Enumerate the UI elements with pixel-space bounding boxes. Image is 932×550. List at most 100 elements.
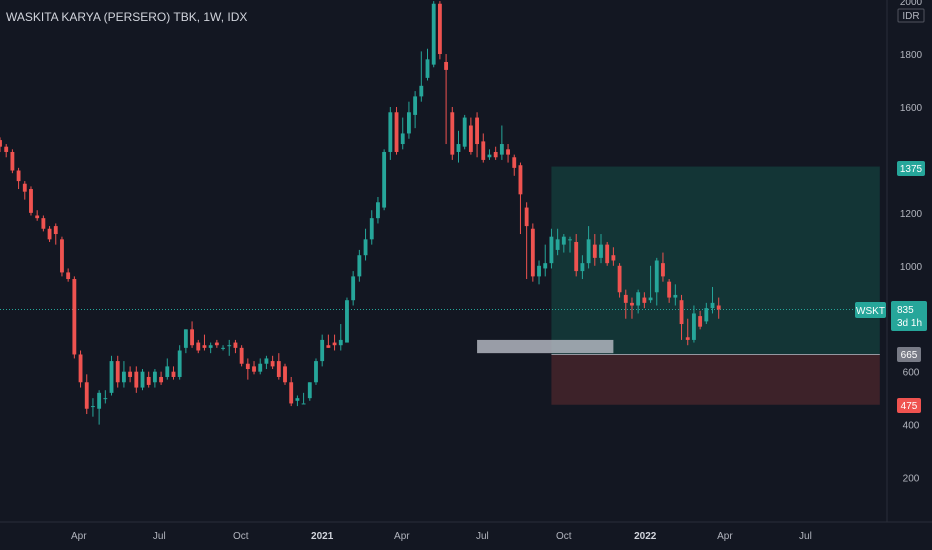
candle-body	[611, 255, 616, 261]
candle-body	[549, 236, 554, 264]
candle	[506, 144, 510, 163]
candle-body	[561, 236, 566, 245]
candle	[245, 358, 250, 380]
candle	[140, 369, 145, 391]
candle-body	[623, 294, 628, 303]
candle-body	[493, 151, 498, 158]
candle-body	[537, 265, 541, 277]
candle-body	[667, 281, 672, 298]
candle	[599, 234, 603, 264]
loss-zone[interactable]	[551, 354, 880, 405]
candle	[289, 376, 294, 407]
candle	[394, 106, 399, 155]
candle	[258, 358, 263, 375]
candle-body	[283, 366, 287, 383]
x-tick-label: Jul	[476, 531, 489, 542]
candle-body	[475, 117, 479, 145]
candle	[425, 48, 430, 81]
support-box[interactable]	[477, 339, 614, 354]
symbol-label: WSKT	[856, 306, 885, 317]
candle-body	[692, 313, 696, 340]
candle	[679, 294, 684, 340]
candle-body	[35, 215, 40, 219]
candle-body	[400, 133, 405, 145]
candle-body	[419, 85, 424, 97]
candle	[530, 223, 535, 282]
candle-body	[654, 260, 659, 293]
candle	[295, 395, 300, 407]
candle-body	[468, 125, 473, 152]
candle	[196, 339, 201, 354]
candle	[66, 268, 71, 282]
candle	[642, 292, 647, 309]
candle-body	[425, 59, 430, 78]
candle	[22, 181, 27, 200]
candle-body	[53, 226, 58, 235]
candle-body	[140, 371, 145, 388]
candle	[103, 390, 108, 404]
candle	[16, 167, 21, 190]
candle-body	[183, 329, 188, 348]
candle	[221, 345, 225, 351]
candle	[400, 117, 405, 150]
candle	[407, 101, 411, 139]
candle	[10, 149, 15, 174]
candle	[202, 334, 207, 351]
stop-price-label: 475	[901, 401, 918, 412]
candle-body	[97, 392, 102, 409]
symbol-badge	[855, 302, 886, 318]
candle	[84, 374, 89, 415]
candle-body	[679, 300, 684, 325]
candle	[109, 355, 114, 396]
candle-body	[258, 363, 263, 372]
candle-body	[444, 61, 449, 70]
candle-body	[599, 244, 603, 258]
currency-badge-box	[897, 8, 925, 23]
candle-body	[115, 361, 120, 383]
candle	[586, 226, 591, 269]
candle	[239, 345, 244, 367]
y-tick-label: 200	[903, 474, 920, 485]
x-tick-label: Apr	[394, 531, 410, 542]
candle	[152, 369, 157, 388]
candle-body	[369, 218, 374, 240]
candle-body	[530, 228, 535, 277]
candle	[592, 234, 597, 266]
candle-body	[121, 371, 126, 383]
candle	[208, 342, 213, 354]
candle	[35, 210, 40, 221]
candle	[72, 276, 77, 359]
candle-body	[710, 302, 715, 309]
candle-body	[661, 263, 665, 277]
candle	[78, 350, 83, 388]
candle	[233, 339, 238, 354]
candle-body	[103, 398, 108, 400]
candle	[623, 289, 628, 319]
target-price-label: 1375	[900, 164, 923, 175]
x-tick-label: 2021	[311, 531, 334, 542]
candle-body	[481, 141, 486, 160]
candle	[283, 363, 287, 385]
candle-body	[543, 263, 548, 269]
candle-body	[394, 112, 399, 152]
candle	[214, 339, 219, 348]
target-price-badge	[897, 161, 925, 176]
candle	[580, 255, 585, 280]
candle-body	[22, 183, 27, 192]
candle	[413, 91, 418, 129]
candle-body	[698, 316, 703, 327]
candle	[654, 257, 659, 306]
candle-body	[190, 329, 194, 346]
candle	[475, 112, 479, 158]
candle	[456, 130, 461, 163]
candle-body	[376, 202, 380, 219]
candle-body	[78, 354, 83, 383]
candle-body	[227, 345, 232, 347]
candle-body	[574, 241, 579, 272]
candle-body	[685, 337, 690, 340]
candle	[574, 234, 579, 277]
candle	[252, 361, 256, 375]
candle	[4, 144, 9, 158]
candle-body	[407, 112, 411, 134]
